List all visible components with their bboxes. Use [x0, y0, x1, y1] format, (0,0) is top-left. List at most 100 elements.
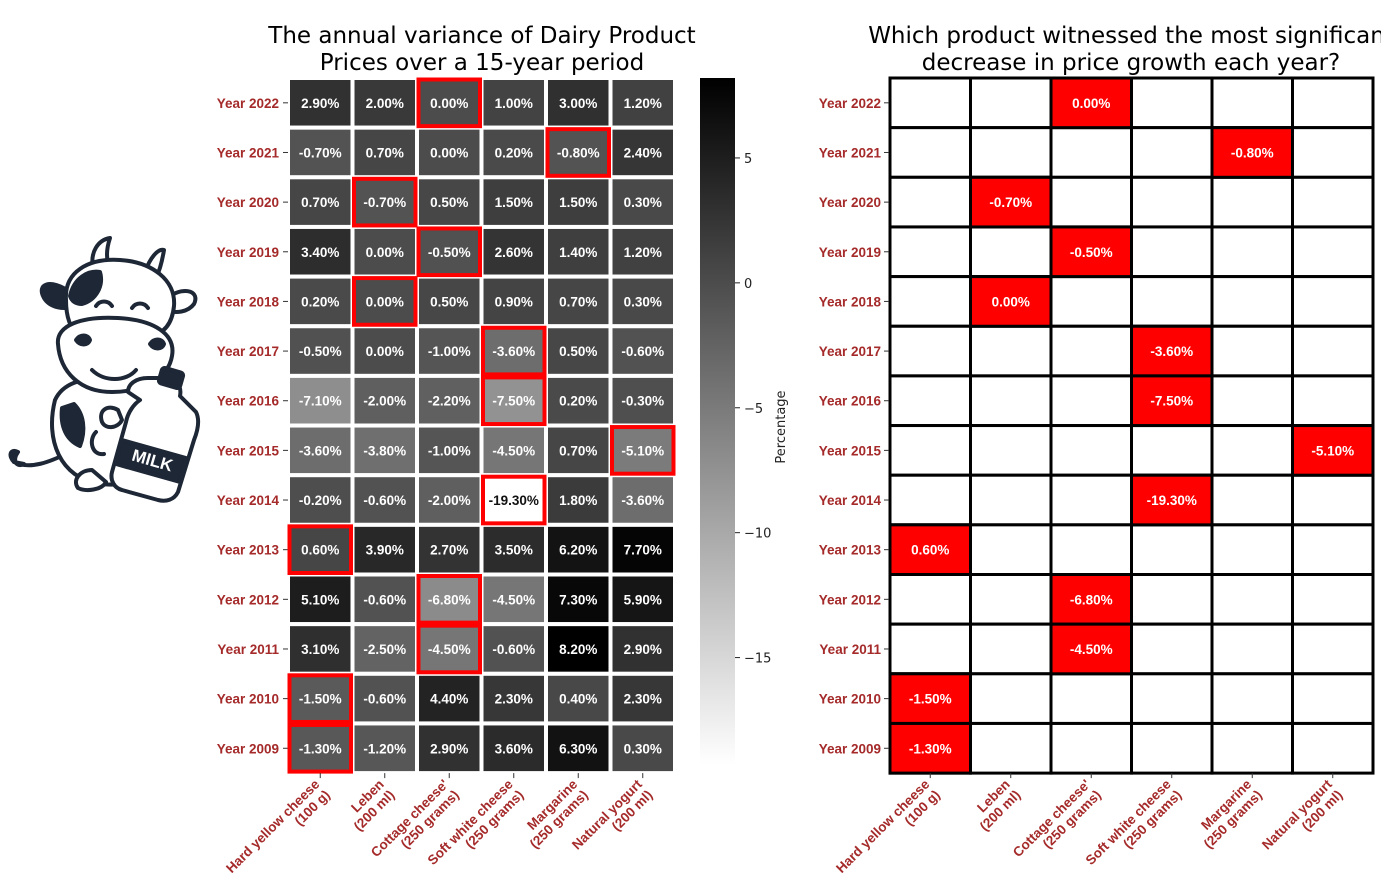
table-row-label: Year 2016 — [819, 394, 882, 409]
table-row-label: Year 2015 — [819, 443, 882, 458]
heatmap-cell-value: 0.70% — [559, 294, 597, 309]
heatmap-cell-value: 3.40% — [301, 245, 339, 260]
heatmap-cell-value: -0.60% — [492, 642, 535, 657]
table-row-label: Year 2017 — [819, 344, 881, 359]
table-selected-value: -3.60% — [1150, 344, 1193, 359]
table-cell — [969, 424, 1053, 477]
heatmap-cell-value: -4.50% — [492, 592, 535, 607]
colorbar: Percentage 5 0 −5 −10 −15 — [700, 78, 789, 765]
table-cell — [1291, 573, 1375, 626]
table-cell — [1130, 573, 1214, 626]
heatmap-highlight-box — [352, 276, 418, 327]
heatmap-cell-value: -1.00% — [428, 443, 471, 458]
table-col-label: Leben(200 ml) — [966, 777, 1023, 834]
heatmap-cell-value: 1.50% — [495, 195, 533, 210]
heatmap-cell-value: 0.50% — [430, 294, 468, 309]
table-selected-value: 0.00% — [992, 294, 1030, 309]
heatmap-cell-value: 3.10% — [301, 642, 339, 657]
heatmap-cell-value: 0.70% — [301, 195, 339, 210]
heatmap-cell-value: 0.70% — [559, 443, 597, 458]
table-cell — [1049, 721, 1133, 775]
heatmap-cell-value: -3.60% — [299, 443, 342, 458]
table-cell — [888, 324, 972, 378]
cow-with-milk-bottle-icon: MILK — [8, 236, 201, 503]
table-row-label: Year 2019 — [819, 245, 881, 260]
heatmap-cell-value: 0.00% — [366, 245, 404, 260]
heatmap-cell-value: -4.50% — [492, 443, 535, 458]
table-cell — [1049, 126, 1133, 179]
heatmap-cell — [350, 622, 419, 676]
heatmap-row-label: Year 2021 — [217, 145, 280, 160]
heatmap-cell-value: 7.70% — [624, 543, 662, 558]
table-cell — [1210, 175, 1294, 229]
table-cell — [969, 374, 1053, 428]
table-cell — [1210, 424, 1294, 477]
heatmap-row-label: Year 2018 — [217, 294, 280, 309]
heatmap-cell-value: 7.30% — [559, 592, 597, 607]
table-selected-cell — [1291, 424, 1375, 477]
table-cell — [1210, 76, 1294, 130]
table-cell — [1210, 672, 1294, 725]
table-selected-value: 0.00% — [1072, 96, 1110, 111]
heatmap-cell-value: 1.20% — [624, 245, 662, 260]
heatmap-cell-value: -19.30% — [489, 493, 539, 508]
heatmap-title-line-2: Prices over a 15-year period — [320, 50, 644, 76]
heatmap-cell — [544, 671, 613, 726]
heatmap-cell-value: -0.80% — [557, 145, 600, 160]
heatmap-cell-value: -2.50% — [363, 642, 406, 657]
heatmap-cell — [415, 473, 484, 527]
heatmap-cell-value: 6.30% — [559, 741, 597, 756]
heatmap-cell — [608, 572, 677, 627]
table-selected-value: -7.50% — [1150, 394, 1193, 409]
heatmap-cell-value: 3.60% — [495, 741, 533, 756]
heatmap-cell-value: -0.60% — [363, 692, 406, 707]
table-cell — [1291, 275, 1375, 328]
table-col-label: Margarine(250 grams) — [1190, 776, 1265, 851]
table-cell — [1130, 126, 1214, 179]
table-selected-cell — [1130, 324, 1214, 378]
heatmap-cell-value: 1.20% — [624, 96, 662, 111]
table-cell — [969, 622, 1053, 676]
heatmap-cell — [479, 721, 548, 776]
table-cell — [1210, 573, 1294, 626]
heatmap-cell-value: 0.60% — [301, 543, 339, 558]
colorbar-tick-label: −15 — [744, 652, 771, 667]
table-cell — [1291, 721, 1375, 775]
table-cell — [969, 721, 1053, 775]
heatmap-cell-value: -0.60% — [363, 592, 406, 607]
heatmap-cell-value: 2.60% — [495, 245, 533, 260]
heatmap-highlight-box — [545, 127, 611, 178]
colorbar-tick-label: −5 — [744, 402, 763, 417]
table-cell — [969, 126, 1053, 179]
heatmap-cell — [415, 324, 484, 378]
table-selected-cell — [888, 523, 972, 576]
table-cell — [969, 324, 1053, 378]
table-selected-cell — [1130, 374, 1214, 428]
table-selected-cell — [1210, 126, 1294, 179]
heatmap-row-label: Year 2013 — [217, 543, 280, 558]
heatmap-cell-value: -0.30% — [621, 394, 664, 409]
table-col-label: Soft white cheese(250 grams) — [1083, 776, 1185, 878]
heatmap-col-label: Leben(200 ml) — [340, 777, 397, 834]
table-cell — [969, 573, 1053, 626]
table-cell — [1210, 622, 1294, 676]
table-cell — [969, 473, 1053, 527]
heatmap-cell-value: 0.00% — [366, 294, 404, 309]
colorbar-tick-label: −10 — [744, 527, 771, 542]
heatmap-cell-value: 0.50% — [430, 195, 468, 210]
table-selected-value: -0.80% — [1231, 145, 1274, 160]
heatmap-row-label: Year 2011 — [217, 642, 279, 657]
heatmap-title-line-1: The annual variance of Dairy Product — [267, 23, 695, 49]
heatmap-cell-value: 0.20% — [301, 294, 339, 309]
heatmap-cell-value: 2.30% — [624, 692, 662, 707]
heatmap-cell-value: 1.50% — [559, 195, 597, 210]
heatmap-cell-value: -2.00% — [428, 493, 471, 508]
heatmap-cell — [608, 522, 677, 577]
heatmap-cell-value: -0.60% — [621, 344, 664, 359]
table-selected-value: -1.50% — [909, 692, 952, 707]
table-selected-cell — [1130, 473, 1214, 527]
table-row-label: Year 2018 — [819, 294, 882, 309]
table-cell — [1130, 672, 1214, 725]
heatmap-cell-value: 0.30% — [624, 741, 662, 756]
